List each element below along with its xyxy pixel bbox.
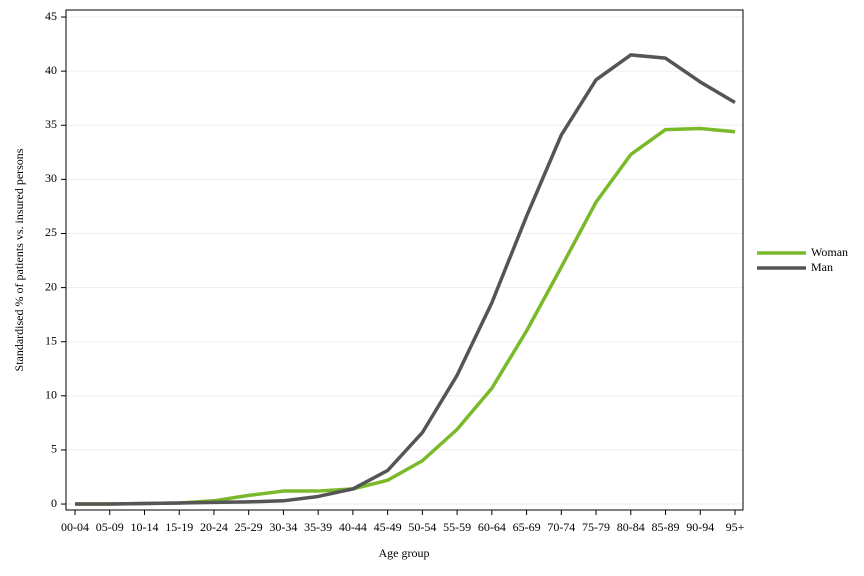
- x-tick-label: 60-64: [478, 520, 506, 534]
- y-tick-label: 45: [45, 9, 57, 23]
- x-tick-label: 10-14: [130, 520, 158, 534]
- y-tick-label: 30: [45, 171, 57, 185]
- x-tick-label: 85-89: [652, 520, 680, 534]
- y-tick-label: 40: [45, 63, 57, 77]
- x-tick-label: 15-19: [165, 520, 193, 534]
- x-tick-label: 40-44: [339, 520, 367, 534]
- x-tick-label: 90-94: [686, 520, 714, 534]
- y-tick-label: 5: [51, 442, 57, 456]
- x-tick-label: 05-09: [96, 520, 124, 534]
- legend-label: Man: [811, 260, 833, 274]
- line: [75, 126, 736, 506]
- y-tick-label: 20: [45, 279, 57, 293]
- x-tick-label: 95+: [726, 520, 745, 534]
- x-tick-label: 00-04: [61, 520, 89, 534]
- x-tick-label: 30-34: [269, 520, 297, 534]
- y-tick-label: 25: [45, 225, 57, 239]
- x-tick-label: 20-24: [200, 520, 228, 534]
- x-tick-label: 35-39: [304, 520, 332, 534]
- x-tick-label: 25-29: [235, 520, 263, 534]
- x-tick-label: 50-54: [408, 520, 436, 534]
- x-axis-title: Age group: [379, 546, 430, 560]
- x-tick-label: 45-49: [374, 520, 402, 534]
- plot-frame: [65, 9, 744, 511]
- x-tick-label: 70-74: [547, 520, 575, 534]
- x-tick-label: 80-84: [617, 520, 645, 534]
- x-tick-label: 75-79: [582, 520, 610, 534]
- y-tick-label: 15: [45, 333, 57, 347]
- y-axis-title: Standardised % of patients vs. insured p…: [12, 148, 26, 371]
- x-tick-label: 55-59: [443, 520, 471, 534]
- y-tick-label: 35: [45, 117, 57, 131]
- y-tick-label: 10: [45, 388, 57, 402]
- line: [75, 53, 736, 506]
- y-tick-label: 0: [51, 496, 57, 510]
- legend-label: Woman: [811, 245, 848, 259]
- x-tick-label: 65-69: [513, 520, 541, 534]
